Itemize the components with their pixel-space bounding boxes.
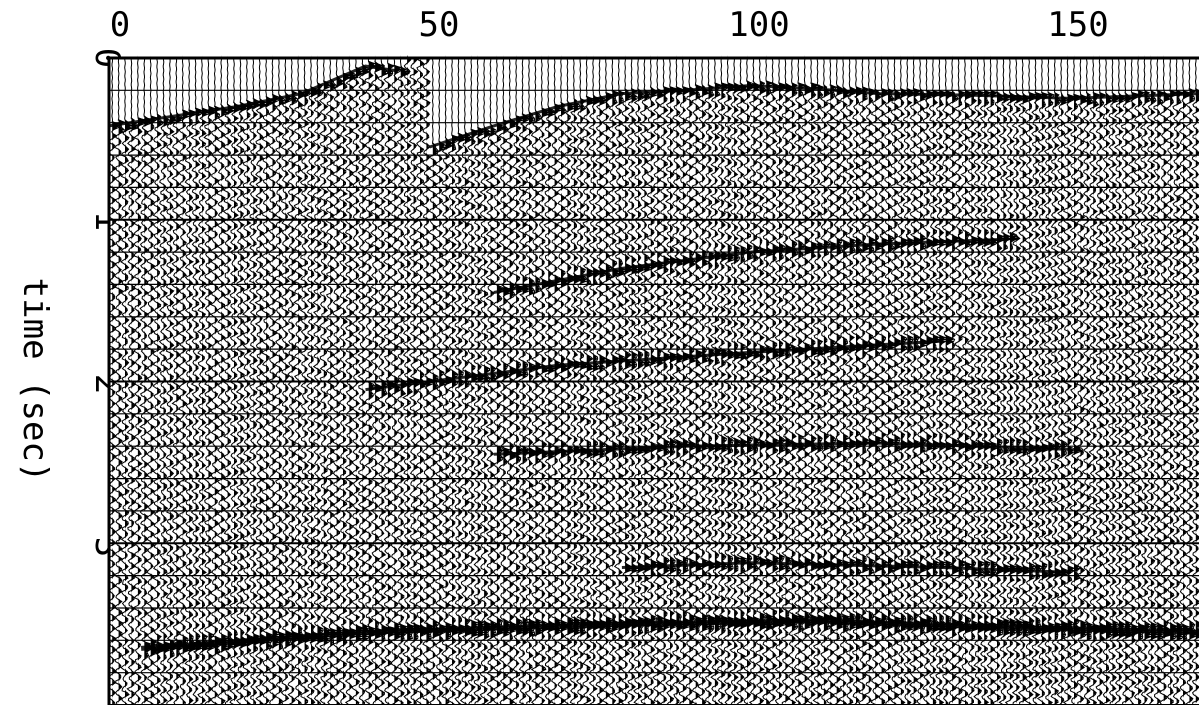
trace-fill-19 bbox=[234, 60, 244, 702]
event-reflector-2 bbox=[365, 339, 943, 392]
x-tick-label-50: 50 bbox=[419, 5, 460, 45]
trace-fill-73 bbox=[580, 55, 590, 704]
trace-fill-164 bbox=[1163, 55, 1173, 702]
plot-area bbox=[107, 55, 1199, 705]
trace-fill-121 bbox=[888, 58, 898, 704]
trace-fill-65 bbox=[529, 58, 539, 704]
trace-fill-162 bbox=[1150, 55, 1159, 704]
time-gridlines bbox=[109, 89, 1199, 705]
trace-fill-118 bbox=[868, 58, 878, 705]
x-tick-label-100: 100 bbox=[728, 5, 789, 45]
trace-fill-70 bbox=[561, 55, 571, 705]
trace-fill-100 bbox=[753, 56, 763, 704]
trace-fill-18 bbox=[227, 55, 237, 704]
trace-fill-34 bbox=[330, 58, 340, 702]
trace-fill-158 bbox=[1125, 58, 1135, 704]
trace-fill-15 bbox=[208, 55, 218, 704]
trace-fill-68 bbox=[548, 55, 558, 705]
event-first-break-right bbox=[429, 83, 1199, 149]
trace-fill-75 bbox=[593, 55, 603, 704]
trace-fill-81 bbox=[631, 56, 641, 702]
y-axis-label: time (sec) bbox=[15, 278, 55, 483]
trace-fill-168 bbox=[1189, 56, 1199, 704]
x-tick-label-150: 150 bbox=[1047, 5, 1108, 45]
trace-fill-5 bbox=[144, 55, 154, 704]
trace-fill-59 bbox=[490, 56, 500, 704]
trace-fill-151 bbox=[1080, 56, 1089, 704]
trace-fill-56 bbox=[471, 55, 480, 704]
trace-fill-98 bbox=[740, 56, 750, 704]
trace-fill-108 bbox=[804, 55, 814, 705]
trace-fill-66 bbox=[535, 56, 545, 702]
trace-fill-104 bbox=[779, 56, 789, 700]
trace-fill-115 bbox=[849, 58, 859, 705]
event-reflector-5-strong bbox=[140, 618, 1199, 651]
trace-fill-10 bbox=[176, 56, 186, 702]
trace-fill-157 bbox=[1118, 58, 1129, 704]
trace-fill-169 bbox=[1195, 56, 1199, 704]
trace-fill-142 bbox=[1022, 55, 1032, 704]
trace-fill-42 bbox=[381, 60, 391, 705]
trace-fill-61 bbox=[503, 55, 513, 702]
trace-fill-131 bbox=[952, 55, 962, 704]
trace-fill-105 bbox=[785, 58, 795, 704]
trace-fill-149 bbox=[1067, 55, 1077, 702]
trace-fill-67 bbox=[541, 55, 551, 705]
event-reflector-4 bbox=[621, 561, 1071, 574]
trace-fill-89 bbox=[682, 55, 693, 704]
trace-fill-156 bbox=[1112, 58, 1122, 704]
event-first-break-left bbox=[108, 64, 398, 128]
x-tick-label-0: 0 bbox=[110, 5, 130, 45]
trace-fill-8 bbox=[163, 58, 173, 705]
trace-fill-97 bbox=[734, 56, 744, 704]
trace-fill-95 bbox=[721, 55, 731, 705]
trace-fill-57 bbox=[477, 55, 487, 704]
trace-fill-80 bbox=[625, 55, 635, 702]
trace-fill-88 bbox=[676, 55, 686, 705]
trace-fill-9 bbox=[169, 56, 180, 702]
trace-fill-74 bbox=[586, 55, 596, 705]
trace-fill-86 bbox=[663, 58, 673, 704]
trace-fill-117 bbox=[862, 56, 872, 702]
trace-fill-96 bbox=[727, 55, 737, 702]
trace-fill-87 bbox=[670, 55, 680, 704]
trace-fill-4 bbox=[137, 55, 147, 704]
trace-fill-37 bbox=[349, 55, 359, 702]
trace-fill-13 bbox=[195, 58, 205, 704]
trace-fill-116 bbox=[856, 58, 866, 705]
trace-fill-1 bbox=[118, 55, 125, 704]
trace-fill-101 bbox=[759, 60, 769, 705]
